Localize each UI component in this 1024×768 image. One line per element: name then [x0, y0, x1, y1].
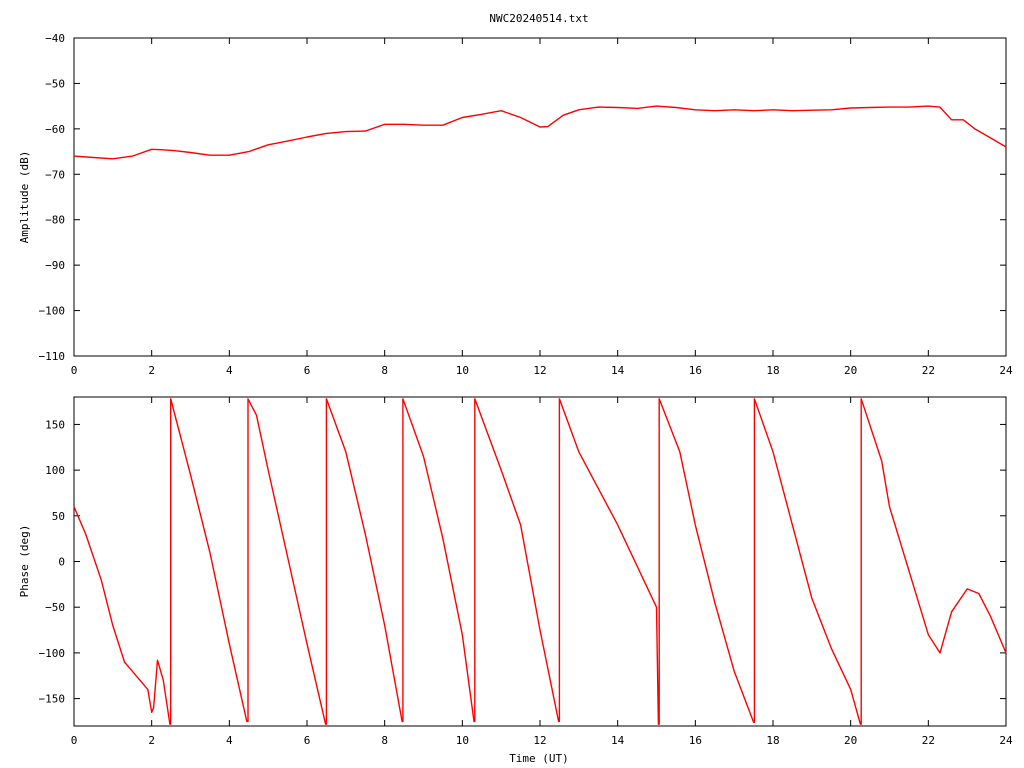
phase-x-tick-label: 16	[689, 734, 702, 747]
phase-panel: 0 2 4 6 8 10 12 14 16 18 20 22 24 −150−100−500501001…	[18, 396, 1013, 765]
amplitude-x-tick-label: 18	[766, 364, 779, 377]
phase-x-tick-label: 20	[844, 734, 857, 747]
amplitude-x-tick-label: 10	[456, 364, 469, 377]
amplitude-series	[73, 105, 1007, 160]
amplitude-series-line	[73, 105, 1007, 160]
phase-x-tick-label: 6	[304, 734, 311, 747]
amplitude-y-tick-label: −110	[39, 350, 66, 363]
phase-series-line	[73, 398, 1007, 725]
phase-y-tick-label: 100	[45, 464, 65, 477]
amplitude-x-tick-label: 0	[71, 364, 78, 377]
phase-series	[73, 398, 1007, 725]
amplitude-y-tick-label: −50	[45, 77, 65, 90]
amplitude-y-tick-label: −70	[45, 168, 65, 181]
amplitude-x-tick-label: 16	[689, 364, 702, 377]
amplitude-y-tick-label: −100	[39, 305, 66, 318]
phase-y-tick-label: 150	[45, 418, 65, 431]
phase-x-tick-label: 0	[71, 734, 78, 747]
amplitude-y-tick-label: −90	[45, 259, 65, 272]
phase-x-tick-label: 24	[999, 734, 1013, 747]
amplitude-y-axis-label: Amplitude (dB)	[18, 151, 31, 244]
phase-x-tick-label: 22	[922, 734, 935, 747]
phase-y-tick-labels: −150 −100 −50 0 50 100 150	[39, 418, 66, 705]
phase-ticks	[73, 397, 1007, 726]
amplitude-x-tick-label: 22	[922, 364, 935, 377]
amplitude-x-tick-label: 8	[381, 364, 388, 377]
amplitude-y-tick-label: −40	[45, 32, 65, 45]
amplitude-ticks	[73, 37, 1007, 357]
amplitude-x-tick-label: 12	[533, 364, 546, 377]
amplitude-x-tick-labels: 0 2 4 6 8 10 12 14 16 18 20 22 24	[71, 364, 1013, 377]
amplitude-panel: 0 2 4 6 8 10 12 14 16 18 20 22 24 −110−100−90−80−70−…	[18, 32, 1013, 377]
phase-y-axis-label: Phase (deg)	[18, 525, 31, 598]
phase-x-tick-label: 12	[533, 734, 546, 747]
amplitude-x-tick-label: 14	[611, 364, 625, 377]
phase-y-tick-label: −150	[39, 693, 66, 706]
amplitude-y-tick-labels: −110 −100 −90 −80 −70 −60 −50 −40	[39, 32, 66, 363]
phase-x-tick-label: 14	[611, 734, 625, 747]
chart-title: NWC20240514.txt	[489, 12, 588, 25]
phase-x-tick-label: 10	[456, 734, 469, 747]
phase-x-tick-label: 4	[226, 734, 233, 747]
phase-y-tick-label: 0	[58, 556, 65, 569]
phase-x-tick-label: 8	[381, 734, 388, 747]
amplitude-x-tick-label: 6	[304, 364, 311, 377]
amplitude-x-tick-label: 24	[999, 364, 1013, 377]
phase-x-tick-labels: 0 2 4 6 8 10 12 14 16 18 20 22 24	[71, 734, 1013, 747]
phase-x-tick-label: 2	[148, 734, 155, 747]
phase-x-axis-label: Time (UT)	[509, 752, 569, 765]
amplitude-x-tick-label: 4	[226, 364, 233, 377]
amplitude-y-tick-label: −60	[45, 123, 65, 136]
phase-y-tick-label: −100	[39, 647, 66, 660]
phase-x-tick-label: 18	[766, 734, 779, 747]
amplitude-x-tick-label: 20	[844, 364, 857, 377]
amplitude-x-tick-label: 2	[148, 364, 155, 377]
phase-y-tick-label: 50	[52, 510, 65, 523]
phase-y-tick-label: −50	[45, 601, 65, 614]
amplitude-y-tick-label: −80	[45, 214, 65, 227]
